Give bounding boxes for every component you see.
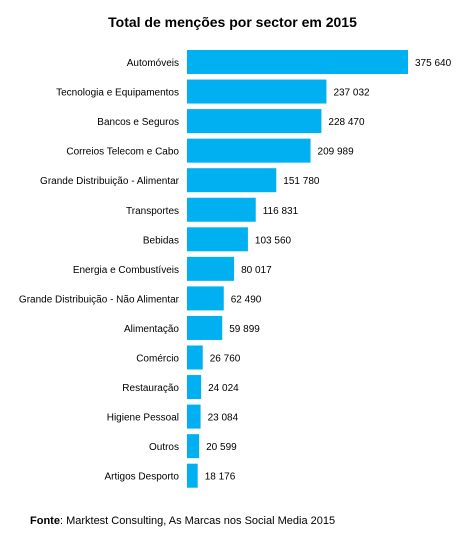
data-label: 151 780 [283, 176, 320, 187]
bar [187, 286, 224, 311]
data-label: 18 176 [205, 472, 236, 483]
data-label: 116 831 [263, 206, 299, 217]
data-label: 23 084 [208, 413, 239, 424]
category-label: Restauração [122, 383, 179, 394]
category-label: Artigos Desporto [105, 472, 180, 483]
chart-title: Total de menções por sector em 2015 [108, 14, 357, 30]
data-label: 209 989 [318, 147, 355, 158]
data-label: 228 470 [328, 117, 365, 128]
bar [187, 375, 202, 400]
data-label: 26 760 [210, 354, 241, 365]
bar [187, 404, 201, 429]
source-note: Fonte: Marktest Consulting, As Marcas no… [30, 515, 335, 527]
bar [187, 50, 408, 74]
category-label: Transportes [126, 206, 179, 217]
category-label: Alimentação [124, 324, 179, 335]
bar [187, 109, 322, 134]
data-label: 80 017 [241, 265, 272, 276]
bar [187, 138, 311, 163]
bar [187, 168, 277, 193]
category-label: Energia e Combustíveis [73, 265, 179, 276]
category-label: Outros [149, 442, 179, 453]
category-label: Automóveis [127, 58, 179, 69]
source-label: Fonte [30, 515, 60, 527]
category-label: Grande Distribuição - Não Alimentar [19, 294, 180, 305]
bar [187, 463, 198, 488]
bar [187, 315, 223, 340]
data-label: 237 032 [333, 88, 370, 99]
category-label: Comércio [136, 354, 179, 365]
category-label: Tecnologia e Equipamentos [56, 88, 179, 99]
data-label: 59 899 [229, 324, 260, 335]
category-label: Correios Telecom e Cabo [66, 147, 179, 158]
category-label: Bancos e Seguros [97, 117, 179, 128]
source-text: : Marktest Consulting, As Marcas nos Soc… [59, 515, 336, 527]
data-label: 62 490 [231, 294, 262, 305]
data-label: 24 024 [208, 383, 239, 394]
category-label: Higiene Pessoal [107, 413, 179, 424]
bar [187, 434, 200, 459]
bar [187, 197, 256, 222]
data-label: 103 560 [255, 235, 292, 246]
category-label: Bebidas [143, 235, 179, 246]
bar [187, 227, 248, 252]
data-label: 20 599 [206, 442, 237, 453]
bar [187, 79, 327, 104]
bar [187, 345, 203, 370]
category-label: Grande Distribuição - Alimentar [40, 176, 180, 187]
bar [187, 256, 235, 281]
data-label: 375 640 [415, 58, 452, 69]
